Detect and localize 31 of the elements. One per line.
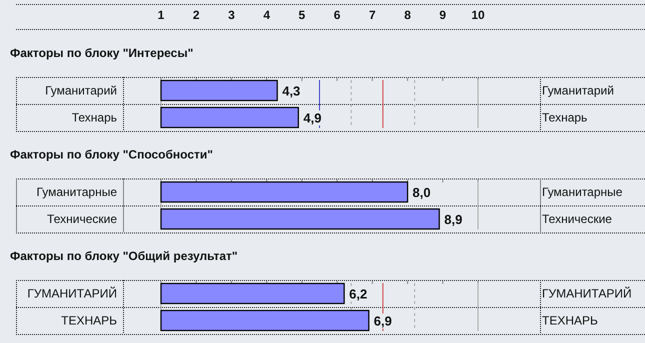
data-label: 8,0	[412, 185, 431, 200]
x-tick-label: 1	[158, 8, 165, 22]
x-tick-label: 9	[439, 8, 446, 22]
y2-tick-label: Технарь	[542, 110, 588, 124]
chart-title: Факторы по блоку "Общий результат"	[10, 249, 238, 263]
y-tick-label: Технические	[47, 212, 118, 226]
y2-tick-label: ТЕХНАРЬ	[542, 314, 598, 328]
data-label: 6,2	[349, 286, 368, 302]
x-tick-label: 10	[471, 8, 485, 22]
x-tick-label: 5	[298, 8, 306, 22]
y2-tick-label: ГУМАНИТАРИЙ	[542, 286, 632, 300]
y-tick-label: Гуманитарные	[36, 185, 118, 199]
x-tick-label: 2	[192, 8, 200, 22]
x-tick-label: 4	[263, 8, 270, 22]
x-tick-label: 7	[368, 8, 376, 22]
y2-tick-label: Гуманитарий	[542, 84, 614, 98]
data-label: 8,9	[444, 212, 462, 227]
y-tick-label: Технарь	[72, 110, 117, 124]
x-tick-label: 6	[334, 8, 341, 22]
x-tick-label: 8	[404, 8, 412, 22]
data-label: 4,9	[303, 110, 322, 126]
y2-tick-label: Гуманитарные	[542, 185, 623, 199]
x-tick-label: 3	[228, 8, 236, 22]
y-tick-label: ТЕХНАРЬ	[61, 314, 118, 328]
chart-title: Факторы по блоку "Способности"	[10, 148, 213, 162]
chart-title: Факторы по блоку "Интересы"	[10, 46, 194, 60]
data-label: 6,9	[374, 314, 392, 328]
y-tick-label: ГУМАНИТАРИЙ	[27, 286, 117, 300]
y-tick-label: Гуманитарий	[45, 84, 117, 98]
data-label: 4,3	[282, 84, 300, 98]
y2-tick-label: Технические	[542, 212, 612, 226]
